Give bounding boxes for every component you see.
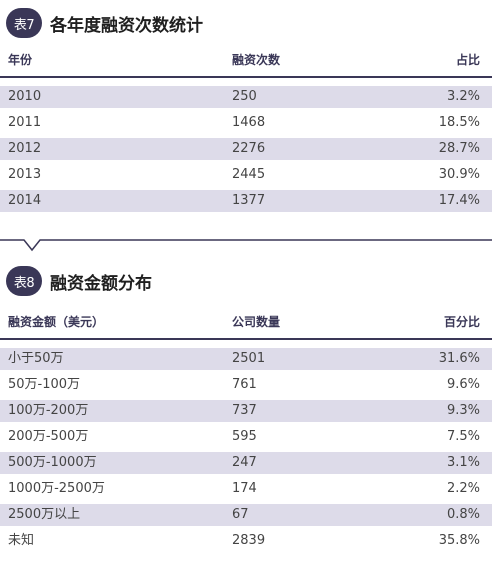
table-row: 2500万以上 67 0.8% <box>0 504 492 526</box>
table8-header-rule <box>0 338 492 340</box>
table-row: 2011 1468 18.5% <box>0 112 492 134</box>
table8-cell-companies: 174 <box>232 481 257 496</box>
table-row: 200万-500万 595 7.5% <box>0 426 492 448</box>
table8-cell-amount: 200万-500万 <box>8 429 89 444</box>
table8-title-row: 表8 融资金额分布 <box>6 264 152 298</box>
table8-title: 融资金额分布 <box>50 273 152 294</box>
table8-cell-amount: 50万-100万 <box>8 377 81 392</box>
table7-header-rule <box>0 76 492 78</box>
table8-badge: 表8 <box>6 266 42 296</box>
table7-header-year: 年份 <box>8 53 33 67</box>
table8-cell-companies: 595 <box>232 429 257 444</box>
table7-cell-count: 1377 <box>232 193 266 208</box>
table-row: 小于50万 2501 31.6% <box>0 348 492 370</box>
table7-cell-share: 28.7% <box>438 141 480 156</box>
table8-cell-percent: 35.8% <box>438 533 480 548</box>
table7-cell-count: 1468 <box>232 115 266 130</box>
table-row: 2014 1377 17.4% <box>0 190 492 212</box>
table8-header-amount: 融资金额（美元） <box>8 315 105 329</box>
table8-cell-companies: 737 <box>232 403 257 418</box>
table8-cell-percent: 0.8% <box>446 507 480 522</box>
table7-cell-share: 3.2% <box>446 89 480 104</box>
table8-cell-percent: 9.6% <box>446 377 480 392</box>
table8-cell-percent: 9.3% <box>446 403 480 418</box>
table8-header-percent: 百分比 <box>443 315 480 329</box>
table8-cell-percent: 7.5% <box>446 429 480 444</box>
table7-badge: 表7 <box>6 8 42 38</box>
table8-header-companies: 公司数量 <box>232 315 281 329</box>
table8-cell-percent: 31.6% <box>438 351 480 366</box>
table7-cell-year: 2013 <box>8 167 42 182</box>
table8-cell-amount: 未知 <box>8 533 35 548</box>
table7-cell-share: 17.4% <box>438 193 480 208</box>
table7-header-share: 占比 <box>455 53 480 67</box>
table7-cell-year: 2012 <box>8 141 42 156</box>
table-row: 2010 250 3.2% <box>0 86 492 108</box>
table7-cell-count: 2445 <box>232 167 266 182</box>
table8-header: 融资金额（美元） 公司数量 百分比 <box>0 310 492 334</box>
table8-cell-companies: 2501 <box>232 351 266 366</box>
table7-cell-count: 250 <box>232 89 257 104</box>
table7-cell-year: 2011 <box>8 115 42 130</box>
table8-cell-amount: 2500万以上 <box>8 507 81 522</box>
table8-cell-companies: 761 <box>232 377 257 392</box>
table7-header: 年份 融资次数 占比 <box>0 48 492 72</box>
table8-cell-amount: 500万-1000万 <box>8 455 97 470</box>
table-row: 100万-200万 737 9.3% <box>0 400 492 422</box>
table8-cell-amount: 100万-200万 <box>8 403 89 418</box>
table-row: 1000万-2500万 174 2.2% <box>0 478 492 500</box>
table7-cell-year: 2014 <box>8 193 42 208</box>
table7-cell-share: 18.5% <box>438 115 480 130</box>
table8-cell-percent: 3.1% <box>446 455 480 470</box>
table8-cell-companies: 247 <box>232 455 257 470</box>
table8-cell-companies: 2839 <box>232 533 266 548</box>
table7-cell-count: 2276 <box>232 141 266 156</box>
table-row: 500万-1000万 247 3.1% <box>0 452 492 474</box>
table8-cell-percent: 2.2% <box>446 481 480 496</box>
table7-header-count: 融资次数 <box>232 53 281 67</box>
table-row: 2013 2445 30.9% <box>0 164 492 186</box>
table8-cell-amount: 小于50万 <box>8 351 64 366</box>
table7-title-row: 表7 各年度融资次数统计 <box>6 6 203 40</box>
table-row: 未知 2839 35.8% <box>0 530 492 552</box>
table-row: 50万-100万 761 9.6% <box>0 374 492 396</box>
table-row: 2012 2276 28.7% <box>0 138 492 160</box>
table7-cell-share: 30.9% <box>438 167 480 182</box>
table7-title: 各年度融资次数统计 <box>50 15 203 36</box>
section-divider <box>0 239 492 252</box>
table8-cell-companies: 67 <box>232 507 249 522</box>
table8-cell-amount: 1000万-2500万 <box>8 481 105 496</box>
table7-cell-year: 2010 <box>8 89 42 104</box>
